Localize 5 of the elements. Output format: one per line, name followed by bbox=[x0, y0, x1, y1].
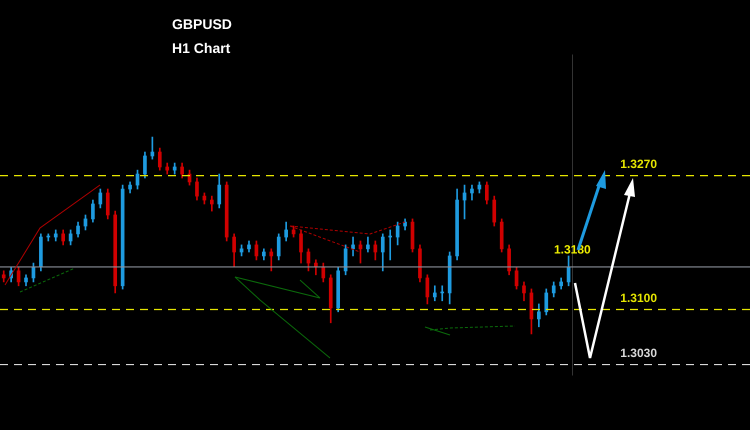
y-tick-label: 1.3100 bbox=[620, 290, 658, 305]
y-tick-label: 1.3030 bbox=[620, 346, 658, 360]
y-tick-label: 1.3270 bbox=[620, 156, 658, 171]
chart-subtitle: H1 Chart bbox=[172, 39, 232, 58]
chart-title: GBPUSD bbox=[172, 15, 232, 34]
